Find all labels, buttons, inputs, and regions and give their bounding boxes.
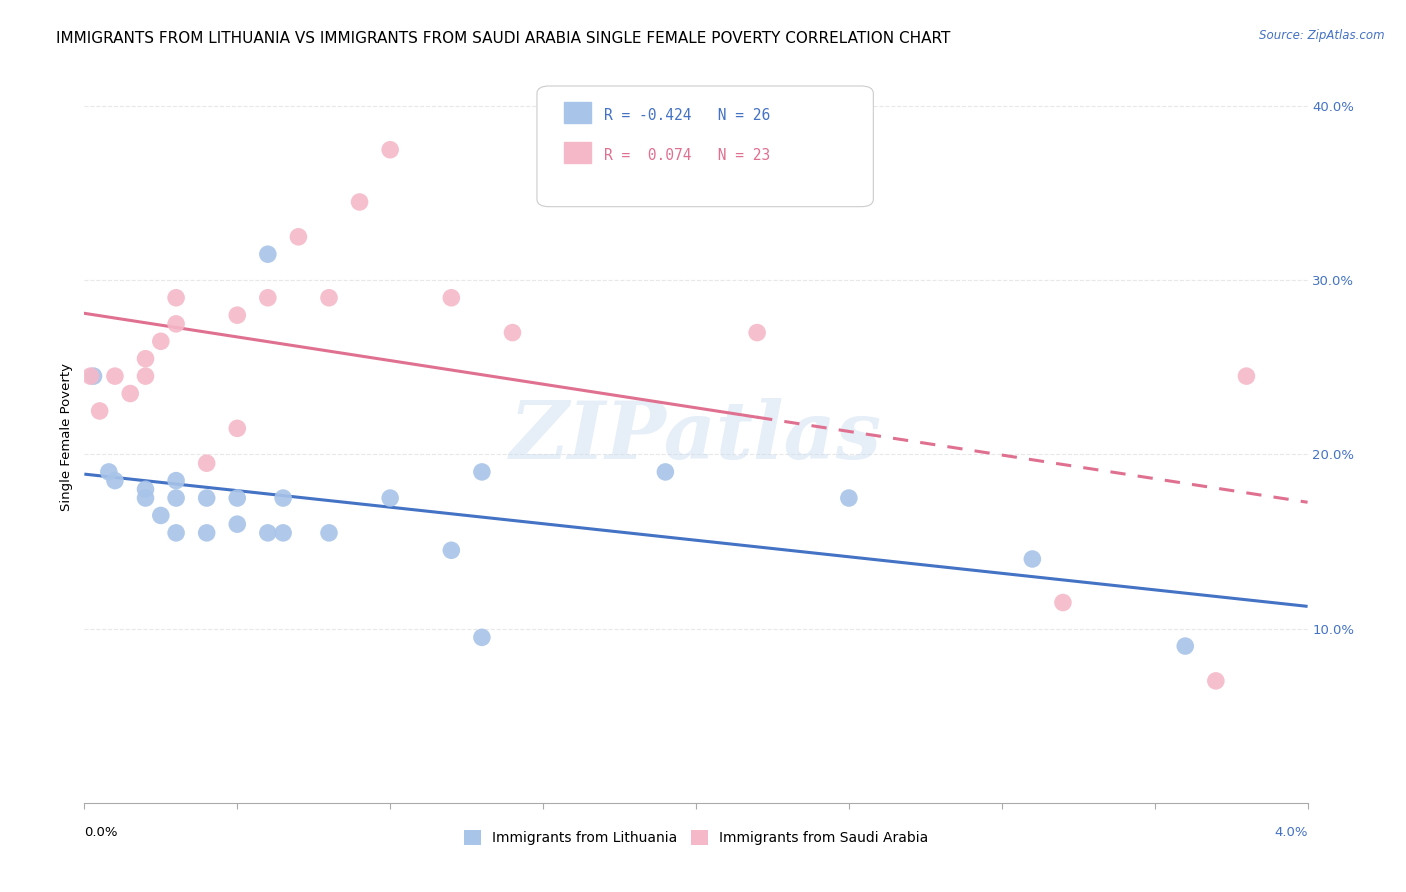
Point xyxy=(440,543,463,558)
Point xyxy=(83,369,105,384)
Point xyxy=(1174,639,1197,653)
Point xyxy=(226,491,249,505)
Text: Source: ZipAtlas.com: Source: ZipAtlas.com xyxy=(1260,29,1385,42)
Point xyxy=(195,525,218,540)
Point xyxy=(165,291,187,305)
Point xyxy=(104,369,127,384)
Point xyxy=(165,491,187,505)
Point xyxy=(1205,673,1227,688)
Point xyxy=(79,369,101,384)
Point xyxy=(271,491,294,505)
Point xyxy=(380,143,402,157)
FancyBboxPatch shape xyxy=(537,86,873,207)
Point xyxy=(1052,595,1074,609)
Bar xyxy=(564,102,591,122)
Point xyxy=(349,194,371,209)
Point xyxy=(257,525,280,540)
Point xyxy=(97,465,120,479)
Point xyxy=(135,483,157,497)
Point xyxy=(149,508,172,523)
Point xyxy=(838,491,860,505)
Point xyxy=(471,465,494,479)
Legend: Immigrants from Lithuania, Immigrants from Saudi Arabia: Immigrants from Lithuania, Immigrants fr… xyxy=(458,825,934,851)
Point xyxy=(165,317,187,331)
Point xyxy=(89,404,111,418)
Point xyxy=(120,386,142,401)
Y-axis label: Single Female Poverty: Single Female Poverty xyxy=(60,363,73,511)
Point xyxy=(257,247,280,261)
Point xyxy=(195,456,218,470)
Point xyxy=(149,334,172,349)
Text: 4.0%: 4.0% xyxy=(1274,826,1308,838)
Text: 0.0%: 0.0% xyxy=(84,826,118,838)
Point xyxy=(1021,552,1043,566)
Point xyxy=(135,369,157,384)
Point xyxy=(1236,369,1258,384)
Point xyxy=(226,308,249,322)
Point xyxy=(135,351,157,366)
Point xyxy=(471,631,494,645)
Point xyxy=(287,229,309,244)
Point xyxy=(747,326,769,340)
Point xyxy=(165,525,187,540)
Point xyxy=(271,525,294,540)
Point xyxy=(257,291,280,305)
Point xyxy=(654,465,676,479)
Point xyxy=(195,491,218,505)
Point xyxy=(502,326,524,340)
Text: IMMIGRANTS FROM LITHUANIA VS IMMIGRANTS FROM SAUDI ARABIA SINGLE FEMALE POVERTY : IMMIGRANTS FROM LITHUANIA VS IMMIGRANTS … xyxy=(56,31,950,46)
Point xyxy=(380,491,402,505)
Text: R = -0.424   N = 26: R = -0.424 N = 26 xyxy=(605,108,770,123)
Text: R =  0.074   N = 23: R = 0.074 N = 23 xyxy=(605,148,770,163)
Bar xyxy=(564,142,591,163)
Point xyxy=(165,474,187,488)
Point xyxy=(226,517,249,532)
Point xyxy=(318,525,340,540)
Text: ZIPatlas: ZIPatlas xyxy=(510,399,882,475)
Point xyxy=(440,291,463,305)
Point xyxy=(104,474,127,488)
Point xyxy=(226,421,249,435)
Point xyxy=(318,291,340,305)
Point xyxy=(135,491,157,505)
